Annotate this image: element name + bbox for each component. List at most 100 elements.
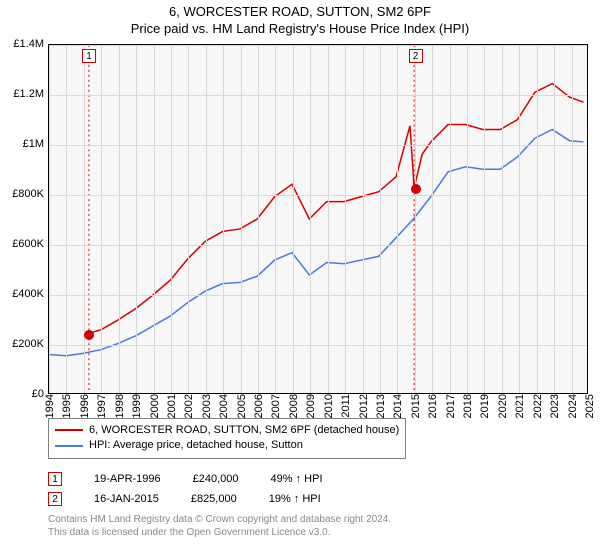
gridline-v xyxy=(415,45,416,393)
x-axis-label: 2008 xyxy=(284,394,300,418)
gridline-v xyxy=(119,45,120,393)
gridline-v xyxy=(537,45,538,393)
legend-label-hpi: HPI: Average price, detached house, Sutt… xyxy=(89,438,303,453)
x-axis-label: 1995 xyxy=(57,394,73,418)
gridline-v xyxy=(328,45,329,393)
x-axis-label: 2007 xyxy=(266,394,282,418)
gridline-h xyxy=(49,345,587,346)
y-axis-label: £1.4M xyxy=(13,38,48,50)
y-axis-label: £1M xyxy=(23,138,48,150)
sale-marker-dot xyxy=(84,330,94,340)
y-axis-label: £400K xyxy=(12,288,48,300)
x-axis-label: 2000 xyxy=(145,394,161,418)
x-axis-label: 2024 xyxy=(563,394,579,418)
x-axis-label: 2025 xyxy=(580,394,596,418)
gridline-h xyxy=(49,45,587,46)
gridline-v xyxy=(554,45,555,393)
x-axis-label: 2020 xyxy=(493,394,509,418)
x-axis-label: 2016 xyxy=(423,394,439,418)
sale-marker-1: 1 xyxy=(48,472,62,486)
title-block: 6, WORCESTER ROAD, SUTTON, SM2 6PF Price… xyxy=(0,0,600,40)
gridline-v xyxy=(154,45,155,393)
gridline-v xyxy=(519,45,520,393)
chart-area: 12 £0£200K£400K£600K£800K£1M£1.2M£1.4M19… xyxy=(48,44,588,394)
gridline-v xyxy=(223,45,224,393)
gridline-v xyxy=(345,45,346,393)
y-axis-label: £200K xyxy=(12,338,48,350)
gridline-v xyxy=(101,45,102,393)
gridline-v xyxy=(572,45,573,393)
footer-line1: Contains HM Land Registry data © Crown c… xyxy=(48,513,588,526)
gridline-v xyxy=(432,45,433,393)
gridline-v xyxy=(258,45,259,393)
footer-line2: This data is licensed under the Open Gov… xyxy=(48,526,588,539)
legend: 6, WORCESTER ROAD, SUTTON, SM2 6PF (deta… xyxy=(48,418,406,459)
series-line-hpi xyxy=(49,129,584,355)
legend-swatch-hpi xyxy=(55,445,83,447)
sale-row-1: 1 19-APR-1996 £240,000 49% ↑ HPI xyxy=(48,469,588,489)
sale-row-2: 2 16-JAN-2015 £825,000 19% ↑ HPI xyxy=(48,489,588,509)
sale-marker-box: 1 xyxy=(82,49,96,63)
x-axis-label: 2017 xyxy=(441,394,457,418)
sales-table: 1 19-APR-1996 £240,000 49% ↑ HPI 2 16-JA… xyxy=(48,469,588,509)
gridline-v xyxy=(206,45,207,393)
x-axis-label: 2012 xyxy=(354,394,370,418)
y-axis-label: £800K xyxy=(12,188,48,200)
x-axis-label: 2013 xyxy=(371,394,387,418)
x-axis-label: 2015 xyxy=(406,394,422,418)
gridline-h xyxy=(49,295,587,296)
x-axis-label: 2006 xyxy=(249,394,265,418)
x-axis-label: 2011 xyxy=(336,394,352,418)
x-axis-label: 2010 xyxy=(319,394,335,418)
legend-row-property: 6, WORCESTER ROAD, SUTTON, SM2 6PF (deta… xyxy=(55,423,399,438)
sale-marker-box: 2 xyxy=(409,49,423,63)
legend-swatch-property xyxy=(55,429,83,431)
gridline-v xyxy=(397,45,398,393)
gridline-v xyxy=(484,45,485,393)
sale-date-1: 19-APR-1996 xyxy=(94,473,161,485)
title-subtitle: Price paid vs. HM Land Registry's House … xyxy=(0,21,600,38)
gridline-v xyxy=(293,45,294,393)
sale-price-1: £240,000 xyxy=(193,473,239,485)
figure: 6, WORCESTER ROAD, SUTTON, SM2 6PF Price… xyxy=(0,0,600,560)
x-axis-label: 2023 xyxy=(545,394,561,418)
x-axis-label: 2021 xyxy=(510,394,526,418)
x-axis-label: 1994 xyxy=(40,394,56,418)
sale-price-2: £825,000 xyxy=(191,493,237,505)
gridline-v xyxy=(136,45,137,393)
x-axis-label: 1996 xyxy=(75,394,91,418)
x-axis-label: 2005 xyxy=(232,394,248,418)
y-axis-label: £1.2M xyxy=(13,88,48,100)
gridline-v xyxy=(467,45,468,393)
gridline-h xyxy=(49,195,587,196)
x-axis-label: 2018 xyxy=(458,394,474,418)
gridline-v xyxy=(84,45,85,393)
sale-delta-1: 49% ↑ HPI xyxy=(271,473,323,485)
legend-row-hpi: HPI: Average price, detached house, Sutt… xyxy=(55,438,399,453)
gridline-h xyxy=(49,145,587,146)
y-axis-label: £600K xyxy=(12,238,48,250)
gridline-v xyxy=(450,45,451,393)
gridline-h xyxy=(49,95,587,96)
footer: Contains HM Land Registry data © Crown c… xyxy=(48,513,588,539)
gridline-v xyxy=(310,45,311,393)
sale-marker-2: 2 xyxy=(48,492,62,506)
sale-date-2: 16-JAN-2015 xyxy=(94,493,159,505)
x-axis-label: 2003 xyxy=(197,394,213,418)
x-axis-label: 2004 xyxy=(214,394,230,418)
legend-label-property: 6, WORCESTER ROAD, SUTTON, SM2 6PF (deta… xyxy=(89,423,399,438)
x-axis-label: 1999 xyxy=(127,394,143,418)
gridline-h xyxy=(49,245,587,246)
x-axis-label: 2009 xyxy=(301,394,317,418)
sale-marker-dot xyxy=(411,184,421,194)
x-axis-label: 1997 xyxy=(92,394,108,418)
sale-delta-2: 19% ↑ HPI xyxy=(269,493,321,505)
gridline-v xyxy=(380,45,381,393)
gridline-v xyxy=(241,45,242,393)
series-svg xyxy=(49,45,587,393)
gridline-v xyxy=(171,45,172,393)
gridline-v xyxy=(66,45,67,393)
gridline-v xyxy=(363,45,364,393)
plot-surface: 12 xyxy=(48,44,588,394)
x-axis-label: 2002 xyxy=(179,394,195,418)
